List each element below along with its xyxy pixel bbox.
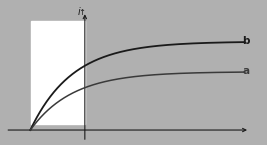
Text: →: →: [246, 144, 252, 145]
Text: i: i: [77, 7, 80, 17]
Text: b: b: [242, 36, 250, 46]
Text: a: a: [242, 66, 249, 76]
Bar: [31, 21, 85, 124]
Text: ↑: ↑: [78, 8, 85, 17]
